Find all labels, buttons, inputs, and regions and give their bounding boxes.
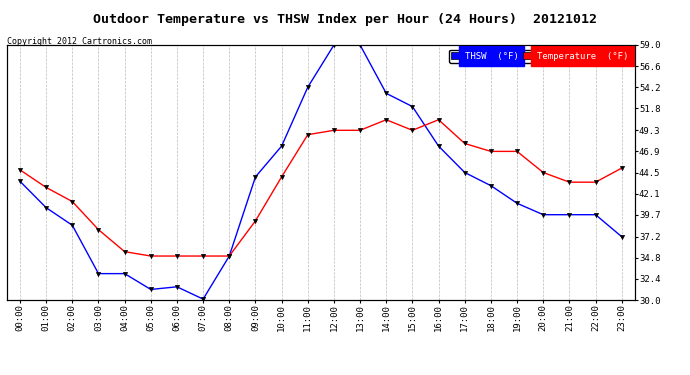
- Text: Copyright 2012 Cartronics.com: Copyright 2012 Cartronics.com: [7, 38, 152, 46]
- Legend: THSW  (°F), Temperature  (°F): THSW (°F), Temperature (°F): [449, 50, 630, 63]
- Text: Outdoor Temperature vs THSW Index per Hour (24 Hours)  20121012: Outdoor Temperature vs THSW Index per Ho…: [93, 13, 597, 26]
